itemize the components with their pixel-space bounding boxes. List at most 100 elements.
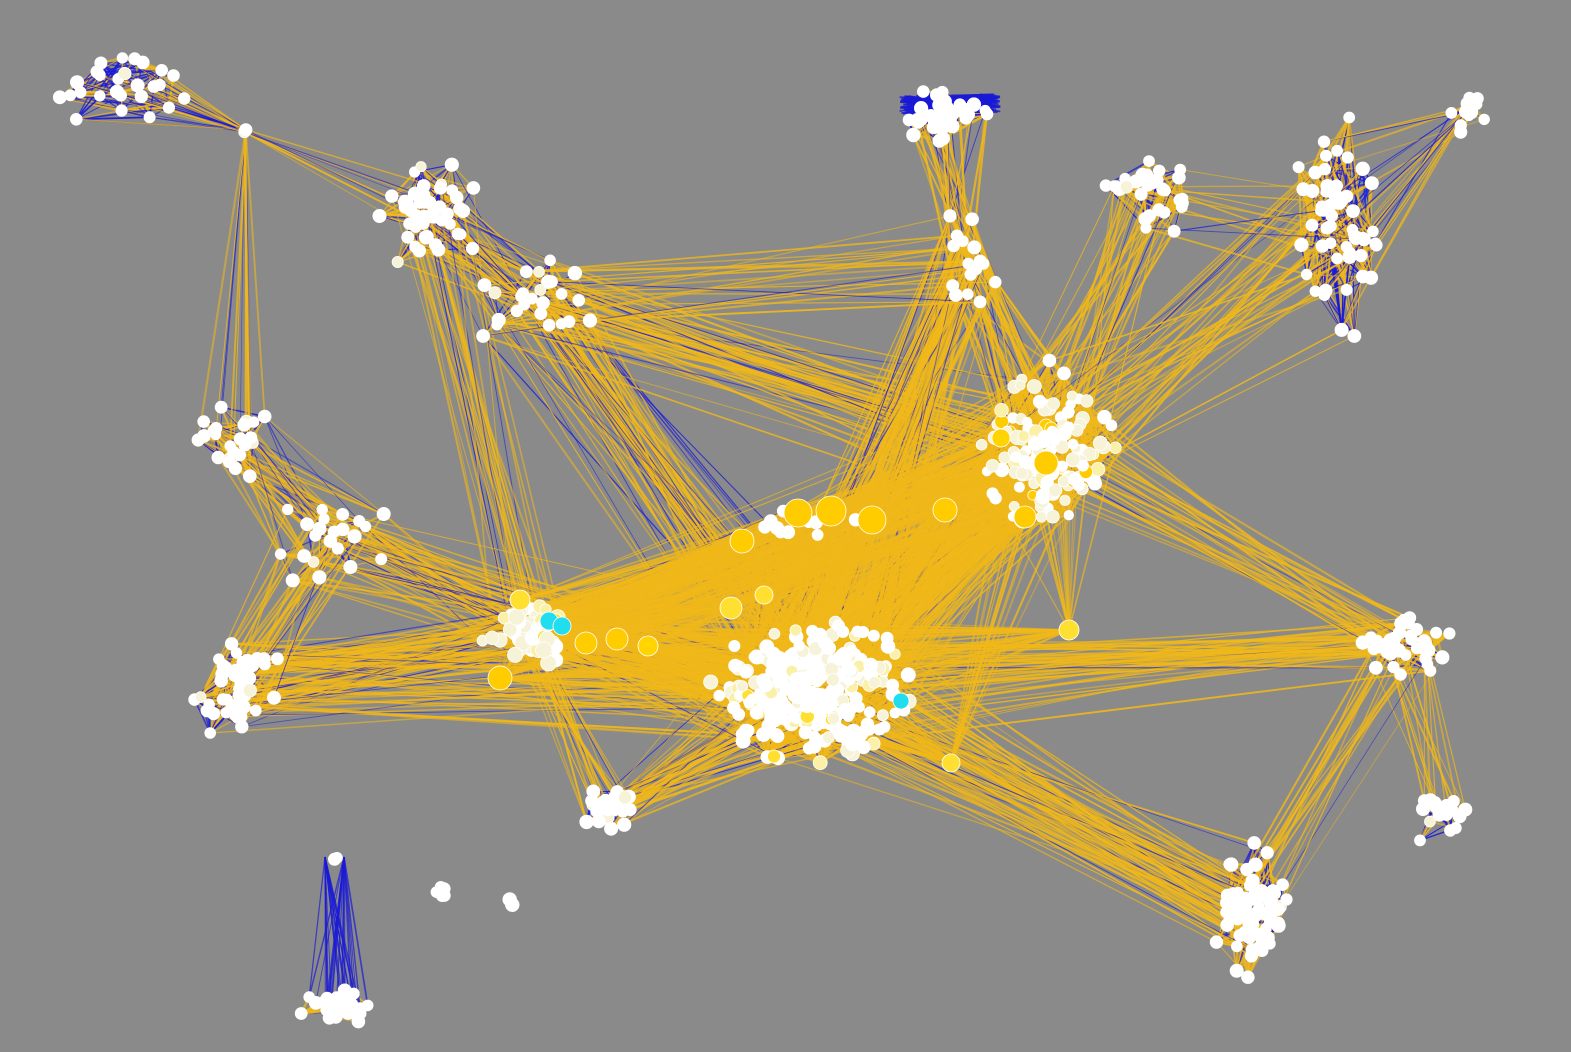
graph-node[interactable]: [806, 739, 822, 754]
graph-node[interactable]: [572, 293, 586, 307]
graph-node[interactable]: [994, 403, 1009, 418]
graph-node[interactable]: [372, 208, 387, 223]
graph-node[interactable]: [961, 288, 974, 301]
graph-node[interactable]: [1355, 161, 1370, 177]
graph-node[interactable]: [1354, 249, 1368, 263]
graph-node[interactable]: [518, 298, 531, 311]
graph-node[interactable]: [155, 64, 169, 77]
graph-node[interactable]: [1036, 490, 1050, 505]
graph-node[interactable]: [812, 755, 828, 771]
graph-node[interactable]: [1017, 430, 1030, 443]
graph-node[interactable]: [1421, 643, 1436, 658]
graph-node[interactable]: [300, 517, 315, 531]
graph-node[interactable]: [1209, 935, 1224, 949]
graph-node[interactable]: [906, 127, 921, 143]
graph-node[interactable]: [1045, 509, 1060, 524]
graph-node[interactable]: [1244, 949, 1259, 963]
graph-node[interactable]: [534, 283, 547, 296]
graph-node[interactable]: [430, 886, 443, 898]
graph-node[interactable]: [343, 560, 358, 575]
gold-hub-10[interactable]: [487, 665, 513, 691]
graph-node[interactable]: [94, 56, 108, 70]
graph-node[interactable]: [1276, 878, 1289, 891]
graph-node[interactable]: [822, 731, 835, 744]
graph-node[interactable]: [312, 570, 327, 585]
graph-node[interactable]: [1318, 289, 1331, 302]
graph-node[interactable]: [567, 265, 583, 281]
cyan-node-3[interactable]: [892, 692, 910, 710]
graph-node[interactable]: [143, 111, 156, 124]
graph-node[interactable]: [1305, 183, 1320, 198]
graph-node[interactable]: [409, 220, 422, 233]
graph-node[interactable]: [134, 89, 149, 104]
graph-node[interactable]: [544, 254, 556, 267]
graph-node[interactable]: [451, 227, 464, 240]
graph-node[interactable]: [1253, 940, 1265, 953]
graph-node[interactable]: [832, 619, 845, 633]
graph-node[interactable]: [1334, 322, 1349, 337]
graph-node[interactable]: [860, 717, 875, 731]
graph-node[interactable]: [735, 728, 748, 741]
graph-node[interactable]: [235, 720, 249, 734]
graph-node[interactable]: [856, 740, 871, 755]
graph-node[interactable]: [703, 674, 719, 690]
graph-node[interactable]: [855, 728, 868, 742]
graph-node[interactable]: [385, 189, 399, 203]
graph-node[interactable]: [428, 238, 443, 252]
graph-node[interactable]: [1077, 459, 1089, 472]
graph-node[interactable]: [1443, 627, 1456, 640]
graph-node[interactable]: [1308, 165, 1323, 180]
graph-node[interactable]: [309, 529, 322, 542]
graph-node[interactable]: [257, 409, 272, 424]
graph-node[interactable]: [1233, 929, 1247, 943]
graph-node[interactable]: [1048, 483, 1063, 498]
graph-node[interactable]: [1046, 397, 1061, 411]
gold-hub-13[interactable]: [605, 627, 629, 651]
graph-node[interactable]: [282, 503, 294, 516]
graph-node[interactable]: [1242, 918, 1254, 930]
graph-node[interactable]: [397, 194, 413, 209]
graph-node[interactable]: [1092, 435, 1108, 451]
graph-node[interactable]: [1280, 893, 1293, 906]
graph-node[interactable]: [1424, 815, 1436, 828]
graph-node[interactable]: [491, 312, 506, 328]
graph-node[interactable]: [1332, 195, 1347, 210]
graph-node[interactable]: [1445, 107, 1458, 119]
graph-node[interactable]: [1343, 111, 1356, 124]
graph-node[interactable]: [851, 625, 864, 638]
graph-node[interactable]: [234, 676, 247, 689]
graph-node[interactable]: [297, 549, 312, 563]
graph-node[interactable]: [1356, 269, 1370, 284]
graph-node[interactable]: [401, 230, 415, 244]
graph-node[interactable]: [1010, 451, 1022, 463]
gold-hub-15[interactable]: [719, 596, 743, 620]
graph-node[interactable]: [435, 214, 448, 227]
graph-node[interactable]: [1167, 224, 1181, 238]
graph-node[interactable]: [415, 161, 427, 173]
graph-node[interactable]: [1416, 802, 1431, 817]
graph-node[interactable]: [294, 1007, 308, 1020]
graph-node[interactable]: [555, 287, 568, 300]
gold-hub-18[interactable]: [1058, 619, 1080, 641]
graph-node[interactable]: [204, 727, 217, 739]
graph-node[interactable]: [542, 318, 556, 332]
graph-node[interactable]: [966, 97, 982, 112]
graph-node[interactable]: [502, 622, 518, 637]
graph-node[interactable]: [791, 692, 804, 705]
graph-node[interactable]: [507, 608, 525, 626]
graph-node[interactable]: [932, 133, 947, 148]
graph-node[interactable]: [1347, 329, 1362, 343]
graph-node[interactable]: [488, 286, 502, 300]
graph-node[interactable]: [849, 691, 863, 706]
graph-node[interactable]: [935, 111, 949, 125]
graph-node[interactable]: [1340, 283, 1353, 296]
graph-node[interactable]: [416, 179, 431, 193]
graph-node[interactable]: [604, 821, 619, 836]
graph-node[interactable]: [562, 315, 576, 329]
graph-node[interactable]: [405, 205, 418, 218]
graph-node[interactable]: [924, 109, 938, 123]
graph-node[interactable]: [444, 157, 459, 172]
graph-node[interactable]: [827, 712, 840, 725]
graph-node[interactable]: [1331, 252, 1343, 265]
